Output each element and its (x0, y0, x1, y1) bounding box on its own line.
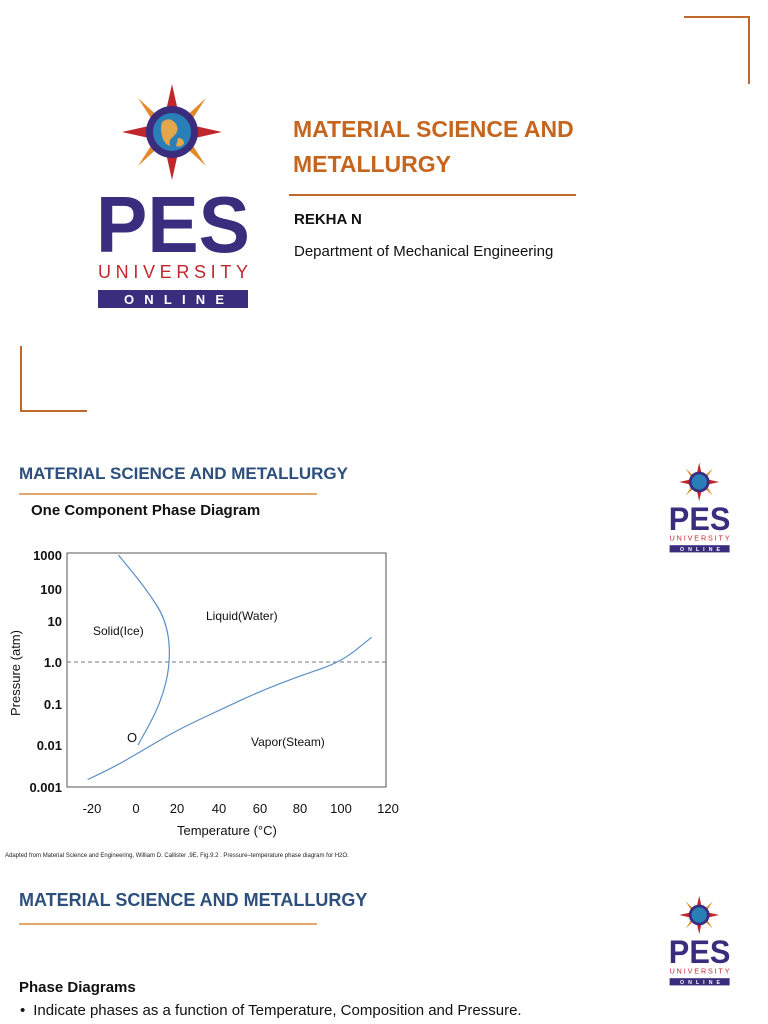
x-tick-label: 20 (170, 801, 184, 816)
bullet-item-1: • Indicate phases as a function of Tempe… (20, 1002, 522, 1019)
phase-diagram-chart: 1000 100 10 1.0 0.1 0.01 0.001 -20 0 20 40 60 80 100… (8, 548, 399, 838)
corner-top-right-h (684, 16, 750, 18)
corner-bottom-left-v (20, 346, 22, 412)
logo-word-pes: PES (669, 501, 731, 537)
y-tick-label: 0.01 (37, 738, 62, 753)
x-tick-label: 0 (132, 801, 139, 816)
plot-frame (66, 552, 387, 788)
compass-icon (122, 84, 222, 180)
corner-top-right-v (748, 16, 750, 84)
y-tick-label: 1000 (33, 548, 62, 563)
author-name: REKHA N (294, 211, 362, 228)
y-tick-label: 0.001 (29, 780, 62, 795)
bullet-text: Indicate phases as a function of Tempera… (33, 1002, 522, 1019)
figure-caption: Adapted from Material Science and Engine… (5, 853, 349, 859)
pes-logo-small-2: PES UNIVERSITY ONLINE (667, 895, 733, 987)
compass-icon (679, 895, 720, 935)
x-tick-label: 40 (212, 801, 226, 816)
solid-liquid-boundary (117, 554, 170, 746)
x-tick-label: 100 (330, 801, 352, 816)
y-tick-label: 10 (48, 614, 62, 629)
bullet-dot-icon: • (20, 1002, 26, 1019)
triple-point-label: O (127, 730, 137, 745)
logo-word-pes: PES (669, 934, 731, 970)
slide2-subtitle: One Component Phase Diagram (31, 502, 261, 519)
x-tick-label: -20 (83, 801, 102, 816)
x-tick-label: 60 (253, 801, 267, 816)
y-tick-label: 1.0 (44, 655, 62, 670)
slide3-header: MATERIAL SCIENCE AND METALLURGY (19, 890, 368, 910)
y-tick-label: 100 (40, 582, 62, 597)
pes-logo-large: PES UNIVERSITY ONLINE (94, 82, 254, 312)
slide2-header-underline (19, 493, 317, 495)
slide3-header-underline (19, 923, 317, 925)
title-underline (289, 194, 576, 196)
title-line-1: MATERIAL SCIENCE AND (293, 116, 574, 142)
corner-bottom-left-h (20, 410, 87, 412)
x-axis-label: Temperature (°C) (177, 823, 277, 838)
presentation-title: MATERIAL SCIENCE AND METALLURGY (293, 112, 574, 182)
logo-word-pes: PES (96, 180, 250, 269)
region-label-vapor: Vapor(Steam) (251, 735, 325, 749)
title-line-2: METALLURGY (293, 151, 452, 177)
compass-icon (679, 462, 720, 502)
liquid-vapor-boundary (87, 636, 372, 781)
department-name: Department of Mechanical Engineering (294, 243, 554, 260)
x-tick-label: 120 (377, 801, 399, 816)
y-axis-label: Pressure (atm) (8, 630, 23, 716)
region-label-solid: Solid(Ice) (93, 624, 144, 638)
region-label-liquid: Liquid(Water) (206, 609, 278, 623)
y-tick-label: 0.1 (44, 697, 62, 712)
pes-logo-small: PES UNIVERSITY ONLINE (667, 462, 733, 554)
slide3-subtitle: Phase Diagrams (19, 979, 136, 996)
x-tick-label: 80 (293, 801, 307, 816)
slide2-header: MATERIAL SCIENCE AND METALLURGY (19, 464, 348, 483)
